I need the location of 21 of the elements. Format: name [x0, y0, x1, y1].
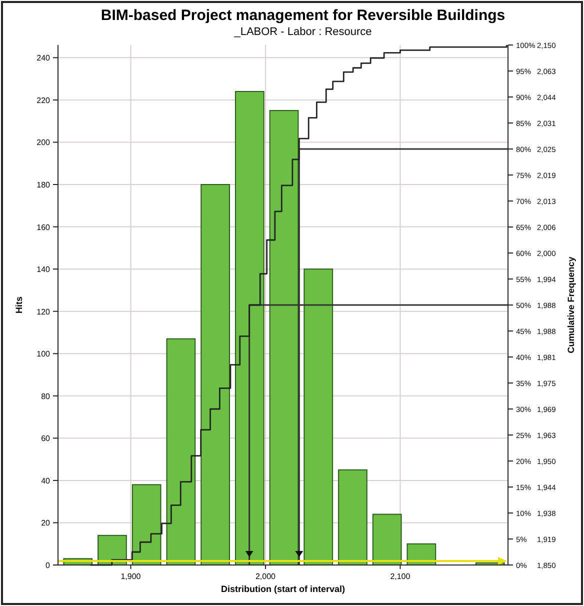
y-tick-label: 160 [36, 222, 51, 232]
y-tick-label: 140 [36, 265, 51, 274]
y-tick-label: 100 [36, 350, 51, 359]
x-axis-title: Distribution (start of interval) [220, 584, 346, 594]
y-tick-label: 180 [36, 180, 51, 190]
y-tick-label: 0 [46, 561, 51, 570]
x-tick-label: 2,100 [390, 572, 411, 581]
y-tick-label: 120 [36, 307, 51, 316]
y-tick-label: 80 [41, 392, 51, 401]
chart-subtitle: _LABOR - Labor : Resource [233, 26, 372, 38]
y-tick-label: 40 [41, 476, 51, 486]
y-tick-label: 220 [36, 96, 51, 105]
y-tick-label: 20 [41, 518, 51, 528]
y2-axis-title: Cumulative Frequency [566, 256, 576, 354]
chart-title: BIM-based Project management for Reversible Buildings [100, 7, 506, 24]
y-tick-label: 240 [36, 54, 51, 63]
y-axis-title: Hits [14, 296, 24, 314]
y-tick-label: 200 [36, 138, 51, 148]
x-tick-label: 2,000 [255, 572, 276, 581]
y-tick-label: 60 [41, 434, 51, 444]
x-tick-label: 1,900 [120, 572, 142, 581]
